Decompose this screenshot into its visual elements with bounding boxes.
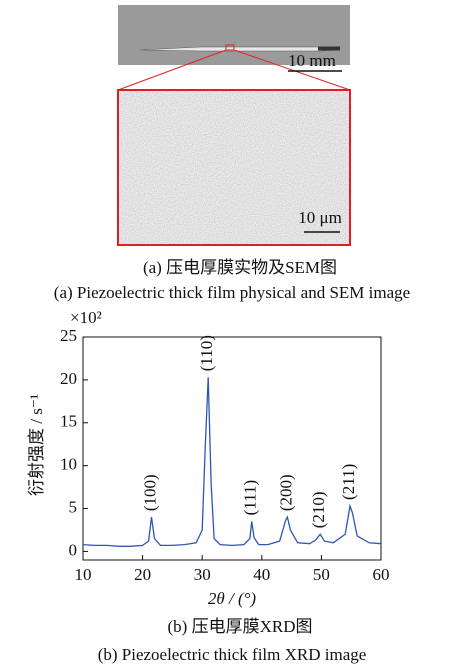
peak-label: (111)	[241, 480, 260, 516]
y-axis-label: 衍射强度 / s⁻¹	[27, 394, 46, 496]
y-tick-label: 25	[60, 326, 77, 345]
x-tick-label: 60	[373, 565, 390, 584]
y-multiplier: ×10²	[70, 308, 102, 327]
xrd-curve	[83, 377, 381, 546]
y-tick-label: 0	[69, 540, 78, 559]
caption: (a) Piezoelectric thick film physical an…	[54, 283, 410, 302]
peak-label: (211)	[339, 464, 358, 500]
scale-label: 10 μm	[298, 208, 342, 227]
x-tick-label: 20	[134, 565, 151, 584]
x-tick-label: 50	[313, 565, 330, 584]
peak-label: (200)	[276, 474, 295, 511]
caption: (b) Piezoelectric thick film XRD image	[98, 645, 367, 664]
figure: 10 mm 10 μm (a) 压电厚膜实物及SEM图 (a) Piezoele…	[0, 0, 461, 672]
caption: (a) 压电厚膜实物及SEM图	[143, 258, 337, 277]
x-axis-label: 2θ / (°)	[208, 589, 257, 608]
y-tick-label: 10	[60, 455, 77, 474]
x-tick-label: 40	[253, 565, 270, 584]
peak-label: (110)	[197, 335, 216, 371]
caption: (b) 压电厚膜XRD图	[168, 617, 313, 636]
plot-frame	[83, 337, 381, 560]
peak-label: (210)	[309, 491, 328, 528]
y-tick-label: 15	[60, 412, 77, 431]
x-tick-label: 10	[75, 565, 92, 584]
y-tick-label: 20	[60, 369, 77, 388]
needle-tip	[318, 47, 340, 51]
scale-label: 10 mm	[288, 51, 336, 70]
peak-label: (100)	[140, 474, 159, 511]
figure-svg: 10 mm 10 μm (a) 压电厚膜实物及SEM图 (a) Piezoele…	[0, 0, 461, 672]
x-tick-label: 30	[194, 565, 211, 584]
y-tick-label: 5	[69, 497, 78, 516]
